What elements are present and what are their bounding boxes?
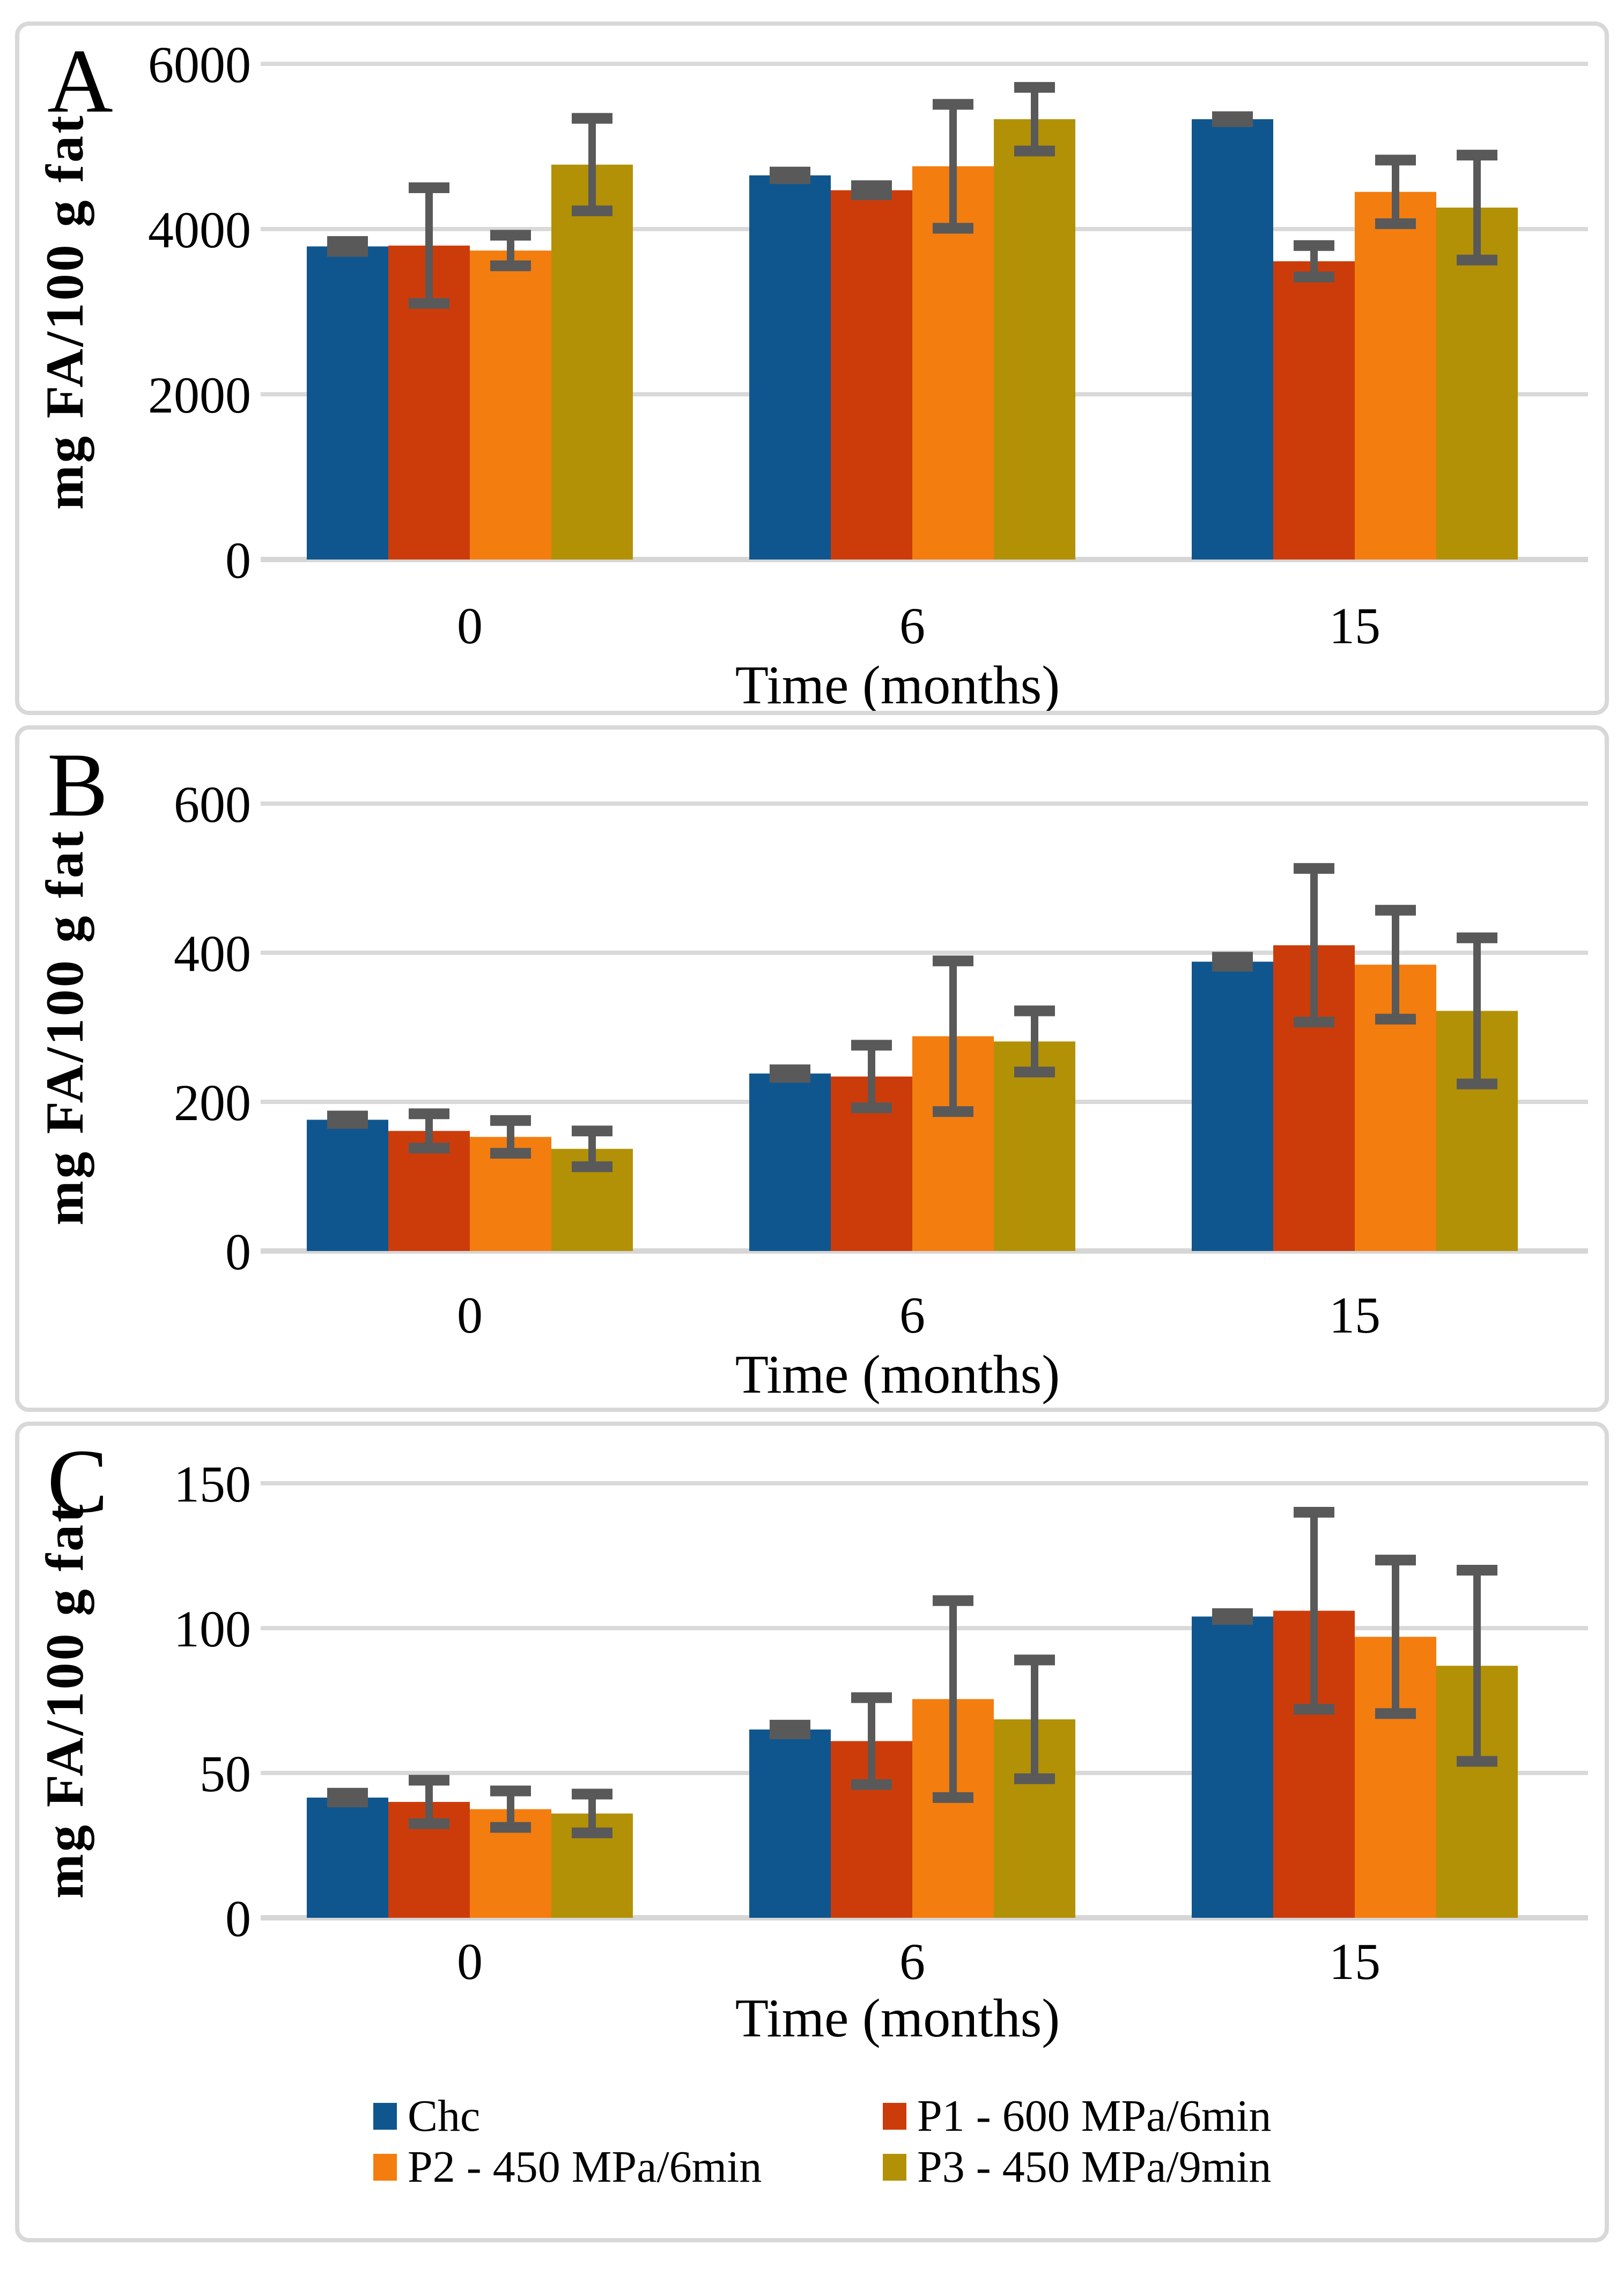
p2-legend-label: P2 - 450 MPa/6min [408, 2142, 762, 2192]
bar-chc-t15 [1192, 1616, 1273, 1918]
bar-p3-t6 [994, 119, 1075, 560]
x-axis-title: Time (months) [735, 1344, 1060, 1405]
x-tick-label: 6 [899, 1933, 925, 1990]
y-tick-label: 100 [174, 1600, 251, 1658]
panel-a-label: A [47, 31, 113, 131]
legend-item-chc: Chc [373, 2094, 883, 2139]
y-tick-label: 0 [225, 1223, 251, 1280]
y-tick-label: 150 [174, 1455, 251, 1513]
p1-legend-swatch-icon [883, 2103, 906, 2130]
y-tick-label: 400 [174, 925, 251, 982]
x-tick-label: 6 [899, 1286, 925, 1344]
panel-c-label: C [47, 1431, 108, 1532]
bar-p2-t15 [1355, 192, 1436, 560]
bar-chc-t6 [749, 175, 831, 560]
bar-chc-t0 [307, 1120, 388, 1251]
y-axis-title: mg FA/100 g fat [35, 114, 94, 510]
y-tick-label: 6000 [148, 36, 251, 93]
y-axis-title: mg FA/100 g fat [35, 829, 94, 1226]
bar-chc-t6 [749, 1730, 831, 1918]
legend-item-p2: P2 - 450 MPa/6min [373, 2145, 883, 2190]
bar-chc-t15 [1192, 961, 1273, 1251]
y-tick-label: 4000 [148, 201, 251, 259]
chc-legend-swatch-icon [373, 2103, 397, 2130]
p2-legend-swatch-icon [373, 2154, 397, 2181]
x-axis-title: Time (months) [735, 655, 1060, 711]
x-tick-label: 15 [1329, 1933, 1381, 1990]
y-axis-title: mg FA/100 g fat [35, 1503, 94, 1899]
p3-legend-swatch-icon [883, 2154, 906, 2181]
bar-p1-t15 [1273, 261, 1355, 560]
y-tick-label: 600 [174, 776, 251, 833]
panel-a: A 0 2000 4000 6000 mg FA/100 g fat 0 6 15 Time (… [15, 21, 1609, 715]
bar-chc-t6 [749, 1073, 831, 1251]
y-tick-label: 2000 [148, 366, 251, 424]
bar-chart-c: 0 50 100 150 mg FA/100 g fat 0 6 15 Time (months… [35, 1455, 1588, 2049]
legend-row-1: Chc P1 - 600 MPa/6min [373, 2094, 1271, 2139]
x-tick-label: 0 [457, 1286, 483, 1344]
x-tick-label: 0 [457, 597, 483, 654]
bar-p2-t0 [470, 251, 551, 560]
bar-p1-t6 [831, 190, 912, 560]
bar-chc-t0 [307, 246, 388, 560]
x-tick-label: 6 [899, 597, 925, 654]
legend-item-p3: P3 - 450 MPa/9min [883, 2145, 1271, 2190]
x-tick-label: 0 [457, 1933, 483, 1990]
x-tick-label: 15 [1329, 597, 1381, 654]
chc-legend-label: Chc [408, 2091, 481, 2141]
y-tick-label: 200 [174, 1074, 251, 1131]
p3-legend-label: P3 - 450 MPa/9min [917, 2142, 1272, 2192]
panel-b: B 0 200 400 600 mg FA/100 g fat 0 6 15 Time (mon… [15, 725, 1609, 1412]
legend-item-p1: P1 - 600 MPa/6min [883, 2094, 1271, 2139]
bar-chart-a: 0 2000 4000 6000 mg FA/100 g fat 0 6 15 Time (mo… [35, 36, 1588, 711]
panel-c: C 0 50 100 150 mg FA/100 g fat 0 6 15 Time (mont… [15, 1422, 1609, 2242]
p1-legend-label: P1 - 600 MPa/6min [917, 2091, 1272, 2141]
bar-p3-t15 [1436, 207, 1518, 560]
y-tick-label: 0 [225, 532, 251, 589]
x-axis-title: Time (months) [735, 1988, 1060, 2049]
bar-chc-t15 [1192, 119, 1273, 560]
panel-b-label: B [47, 734, 108, 835]
legend-row-2: P2 - 450 MPa/6min P3 - 450 MPa/9min [373, 2145, 1271, 2190]
bar-chart-b: 0 200 400 600 mg FA/100 g fat 0 6 15 Time (month… [35, 776, 1588, 1405]
bar-chc-t0 [307, 1797, 388, 1918]
y-tick-label: 50 [200, 1745, 251, 1802]
y-tick-label: 0 [225, 1890, 251, 1947]
bar-p3-t0 [551, 164, 633, 560]
x-tick-label: 15 [1329, 1286, 1381, 1344]
